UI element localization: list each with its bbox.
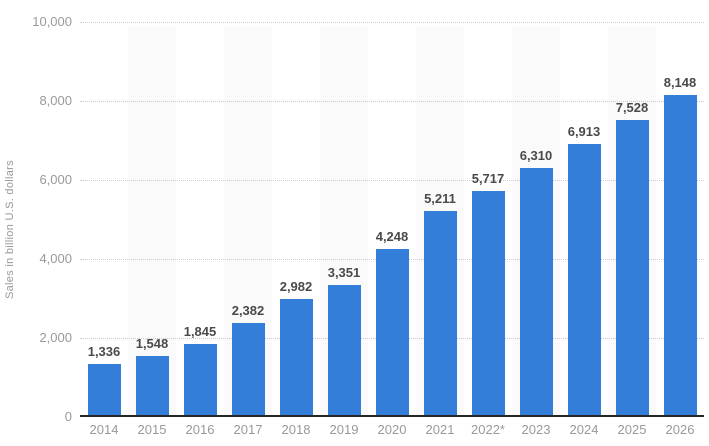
x-tick-label-2014: 2014 [89,422,119,437]
x-tick-label-2026: 2026 [665,422,695,437]
bar-2021[interactable] [423,211,457,417]
bar-2020[interactable] [375,249,409,417]
x-tick-label-2017: 2017 [233,422,263,437]
x-tick-label-2018: 2018 [281,422,311,437]
x-tick-label-2022*: 2022* [471,422,505,437]
bar-value-label-2015: 1,548 [135,335,169,351]
y-tick-label-4,000: 4,000 [39,251,72,266]
bar-2015[interactable] [135,355,169,417]
bar-value-label-2025: 7,528 [615,99,649,115]
bar-2019[interactable] [327,284,361,417]
bar-value-label-2017: 2,382 [231,302,265,318]
y-tick-label-2,000: 2,000 [39,330,72,345]
x-tick-label-2019: 2019 [329,422,359,437]
bar-value-label-2018: 2,982 [279,279,313,295]
bar-2024[interactable] [567,143,601,417]
y-tick-label-0: 0 [64,409,72,424]
bar-2022*[interactable] [471,191,505,417]
bar-value-label-2023: 6,310 [519,147,553,163]
bar-2026[interactable] [663,95,697,417]
x-tick-label-2021: 2021 [425,422,455,437]
bar-value-label-2014: 1,336 [87,344,121,360]
bar-2023[interactable] [519,167,553,417]
x-tick-label-2024: 2024 [569,422,599,437]
y-tick-label-10,000: 10,000 [32,14,72,29]
bar-2014[interactable] [87,364,121,417]
bar-2016[interactable] [183,344,217,417]
gridline-8,000 [80,101,704,102]
y-tick-label-6,000: 6,000 [39,172,72,187]
bar-value-label-2026: 8,148 [663,75,697,91]
bar-value-label-2021: 5,211 [424,191,456,207]
y-tick-label-8,000: 8,000 [39,93,72,108]
column-band-2015 [128,27,176,417]
x-tick-label-2025: 2025 [617,422,647,437]
x-tick-label-2016: 2016 [185,422,215,437]
bar-2017[interactable] [231,322,265,417]
bar-2025[interactable] [615,119,649,417]
bar-value-label-2020: 4,248 [375,229,409,245]
x-tick-label-2015: 2015 [137,422,167,437]
x-axis-line [80,415,704,417]
gridline-6,000 [80,180,704,181]
x-tick-label-2023: 2023 [521,422,551,437]
x-tick-label-2020: 2020 [377,422,407,437]
gridline-10,000 [80,22,704,23]
bar-value-label-2024: 6,913 [567,123,601,139]
bar-value-label-2016: 1,845 [183,324,217,340]
bar-value-label-2022*: 5,717 [471,171,505,187]
bar-2018[interactable] [279,299,313,417]
y-axis-title: Sales in billion U.S. dollars [4,160,16,300]
bar-value-label-2019: 3,351 [327,264,361,280]
